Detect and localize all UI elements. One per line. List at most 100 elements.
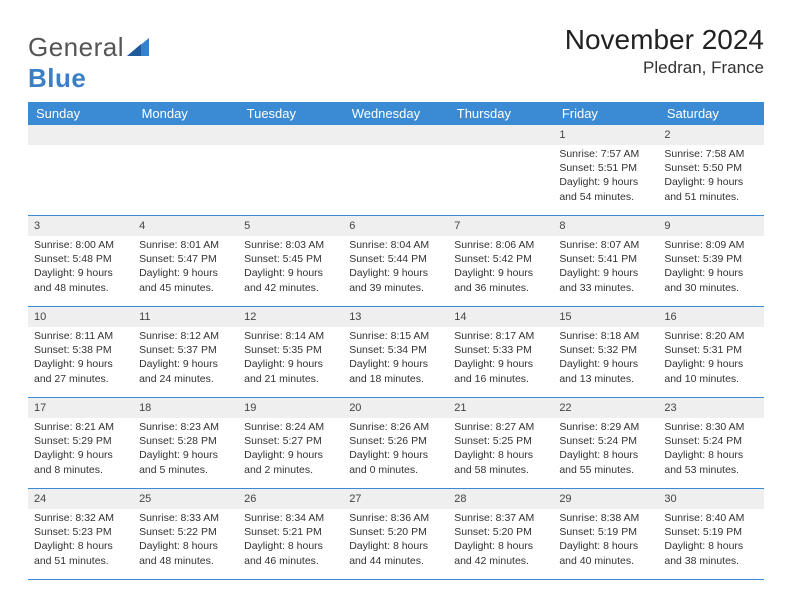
sunset-line: Sunset: 5:38 PM — [34, 343, 127, 357]
daylight-line: Daylight: 8 hours and 40 minutes. — [559, 539, 652, 567]
sunset-line: Sunset: 5:24 PM — [664, 434, 757, 448]
day-cell: Sunrise: 7:57 AMSunset: 5:51 PMDaylight:… — [553, 145, 658, 216]
sunrise-line: Sunrise: 8:21 AM — [34, 420, 127, 434]
day-cell: Sunrise: 8:24 AMSunset: 5:27 PMDaylight:… — [238, 418, 343, 489]
day-number: 14 — [448, 307, 553, 328]
daylight-line: Daylight: 9 hours and 2 minutes. — [244, 448, 337, 476]
daylight-line: Daylight: 9 hours and 0 minutes. — [349, 448, 442, 476]
daylight-line: Daylight: 8 hours and 38 minutes. — [664, 539, 757, 567]
daylight-line: Daylight: 9 hours and 21 minutes. — [244, 357, 337, 385]
day-number: 30 — [658, 489, 763, 510]
triangle-icon — [127, 32, 149, 63]
day-number-row: 17181920212223 — [28, 398, 764, 419]
sunset-line: Sunset: 5:21 PM — [244, 525, 337, 539]
day-content-row: Sunrise: 7:57 AMSunset: 5:51 PMDaylight:… — [28, 145, 764, 216]
sunset-line: Sunset: 5:22 PM — [139, 525, 232, 539]
day-header: Thursday — [448, 102, 553, 125]
sunrise-line: Sunrise: 8:00 AM — [34, 238, 127, 252]
day-number: 13 — [343, 307, 448, 328]
day-cell: Sunrise: 8:15 AMSunset: 5:34 PMDaylight:… — [343, 327, 448, 398]
title-block: November 2024 Pledran, France — [565, 24, 764, 78]
day-number: 26 — [238, 489, 343, 510]
day-number: 1 — [553, 125, 658, 145]
daylight-line: Daylight: 9 hours and 51 minutes. — [664, 175, 757, 203]
day-cell: Sunrise: 8:37 AMSunset: 5:20 PMDaylight:… — [448, 509, 553, 580]
daylight-line: Daylight: 9 hours and 13 minutes. — [559, 357, 652, 385]
sunset-line: Sunset: 5:41 PM — [559, 252, 652, 266]
day-cell: Sunrise: 8:00 AMSunset: 5:48 PMDaylight:… — [28, 236, 133, 307]
day-number — [448, 125, 553, 145]
sunrise-line: Sunrise: 8:06 AM — [454, 238, 547, 252]
sunrise-line: Sunrise: 8:17 AM — [454, 329, 547, 343]
sunset-line: Sunset: 5:37 PM — [139, 343, 232, 357]
day-cell: Sunrise: 8:33 AMSunset: 5:22 PMDaylight:… — [133, 509, 238, 580]
day-number: 10 — [28, 307, 133, 328]
brand-text: General Blue — [28, 32, 149, 94]
sunrise-line: Sunrise: 7:58 AM — [664, 147, 757, 161]
day-cell: Sunrise: 8:21 AMSunset: 5:29 PMDaylight:… — [28, 418, 133, 489]
sunrise-line: Sunrise: 8:09 AM — [664, 238, 757, 252]
brand-word-2: Blue — [28, 63, 86, 93]
day-header: Tuesday — [238, 102, 343, 125]
sunrise-line: Sunrise: 7:57 AM — [559, 147, 652, 161]
day-header-row: Sunday Monday Tuesday Wednesday Thursday… — [28, 102, 764, 125]
sunset-line: Sunset: 5:31 PM — [664, 343, 757, 357]
sunset-line: Sunset: 5:19 PM — [664, 525, 757, 539]
day-number: 8 — [553, 216, 658, 237]
day-number: 5 — [238, 216, 343, 237]
sunrise-line: Sunrise: 8:24 AM — [244, 420, 337, 434]
location-label: Pledran, France — [565, 58, 764, 78]
day-number: 3 — [28, 216, 133, 237]
day-content-row: Sunrise: 8:00 AMSunset: 5:48 PMDaylight:… — [28, 236, 764, 307]
daylight-line: Daylight: 9 hours and 27 minutes. — [34, 357, 127, 385]
sunrise-line: Sunrise: 8:26 AM — [349, 420, 442, 434]
day-header: Sunday — [28, 102, 133, 125]
daylight-line: Daylight: 8 hours and 42 minutes. — [454, 539, 547, 567]
sunset-line: Sunset: 5:34 PM — [349, 343, 442, 357]
day-number: 6 — [343, 216, 448, 237]
sunset-line: Sunset: 5:32 PM — [559, 343, 652, 357]
sunrise-line: Sunrise: 8:18 AM — [559, 329, 652, 343]
daylight-line: Daylight: 8 hours and 53 minutes. — [664, 448, 757, 476]
sunset-line: Sunset: 5:45 PM — [244, 252, 337, 266]
daylight-line: Daylight: 9 hours and 54 minutes. — [559, 175, 652, 203]
day-number-row: 3456789 — [28, 216, 764, 237]
daylight-line: Daylight: 8 hours and 55 minutes. — [559, 448, 652, 476]
day-cell: Sunrise: 8:11 AMSunset: 5:38 PMDaylight:… — [28, 327, 133, 398]
day-cell: Sunrise: 8:09 AMSunset: 5:39 PMDaylight:… — [658, 236, 763, 307]
sunset-line: Sunset: 5:26 PM — [349, 434, 442, 448]
day-number: 25 — [133, 489, 238, 510]
day-number — [238, 125, 343, 145]
day-header: Wednesday — [343, 102, 448, 125]
day-number: 29 — [553, 489, 658, 510]
sunset-line: Sunset: 5:29 PM — [34, 434, 127, 448]
daylight-line: Daylight: 9 hours and 18 minutes. — [349, 357, 442, 385]
daylight-line: Daylight: 9 hours and 42 minutes. — [244, 266, 337, 294]
sunset-line: Sunset: 5:20 PM — [454, 525, 547, 539]
day-cell — [343, 145, 448, 216]
day-number-row: 24252627282930 — [28, 489, 764, 510]
sunrise-line: Sunrise: 8:40 AM — [664, 511, 757, 525]
day-cell: Sunrise: 8:36 AMSunset: 5:20 PMDaylight:… — [343, 509, 448, 580]
month-title: November 2024 — [565, 24, 764, 56]
day-header: Saturday — [658, 102, 763, 125]
day-number — [133, 125, 238, 145]
day-number: 9 — [658, 216, 763, 237]
day-number: 24 — [28, 489, 133, 510]
sunset-line: Sunset: 5:47 PM — [139, 252, 232, 266]
daylight-line: Daylight: 9 hours and 10 minutes. — [664, 357, 757, 385]
day-number: 28 — [448, 489, 553, 510]
day-cell: Sunrise: 8:14 AMSunset: 5:35 PMDaylight:… — [238, 327, 343, 398]
day-cell — [28, 145, 133, 216]
day-cell: Sunrise: 8:17 AMSunset: 5:33 PMDaylight:… — [448, 327, 553, 398]
day-number: 2 — [658, 125, 763, 145]
day-number: 12 — [238, 307, 343, 328]
day-number — [28, 125, 133, 145]
sunset-line: Sunset: 5:19 PM — [559, 525, 652, 539]
daylight-line: Daylight: 9 hours and 36 minutes. — [454, 266, 547, 294]
day-number — [343, 125, 448, 145]
day-cell: Sunrise: 8:27 AMSunset: 5:25 PMDaylight:… — [448, 418, 553, 489]
sunrise-line: Sunrise: 8:01 AM — [139, 238, 232, 252]
sunrise-line: Sunrise: 8:15 AM — [349, 329, 442, 343]
day-number-row: 12 — [28, 125, 764, 145]
